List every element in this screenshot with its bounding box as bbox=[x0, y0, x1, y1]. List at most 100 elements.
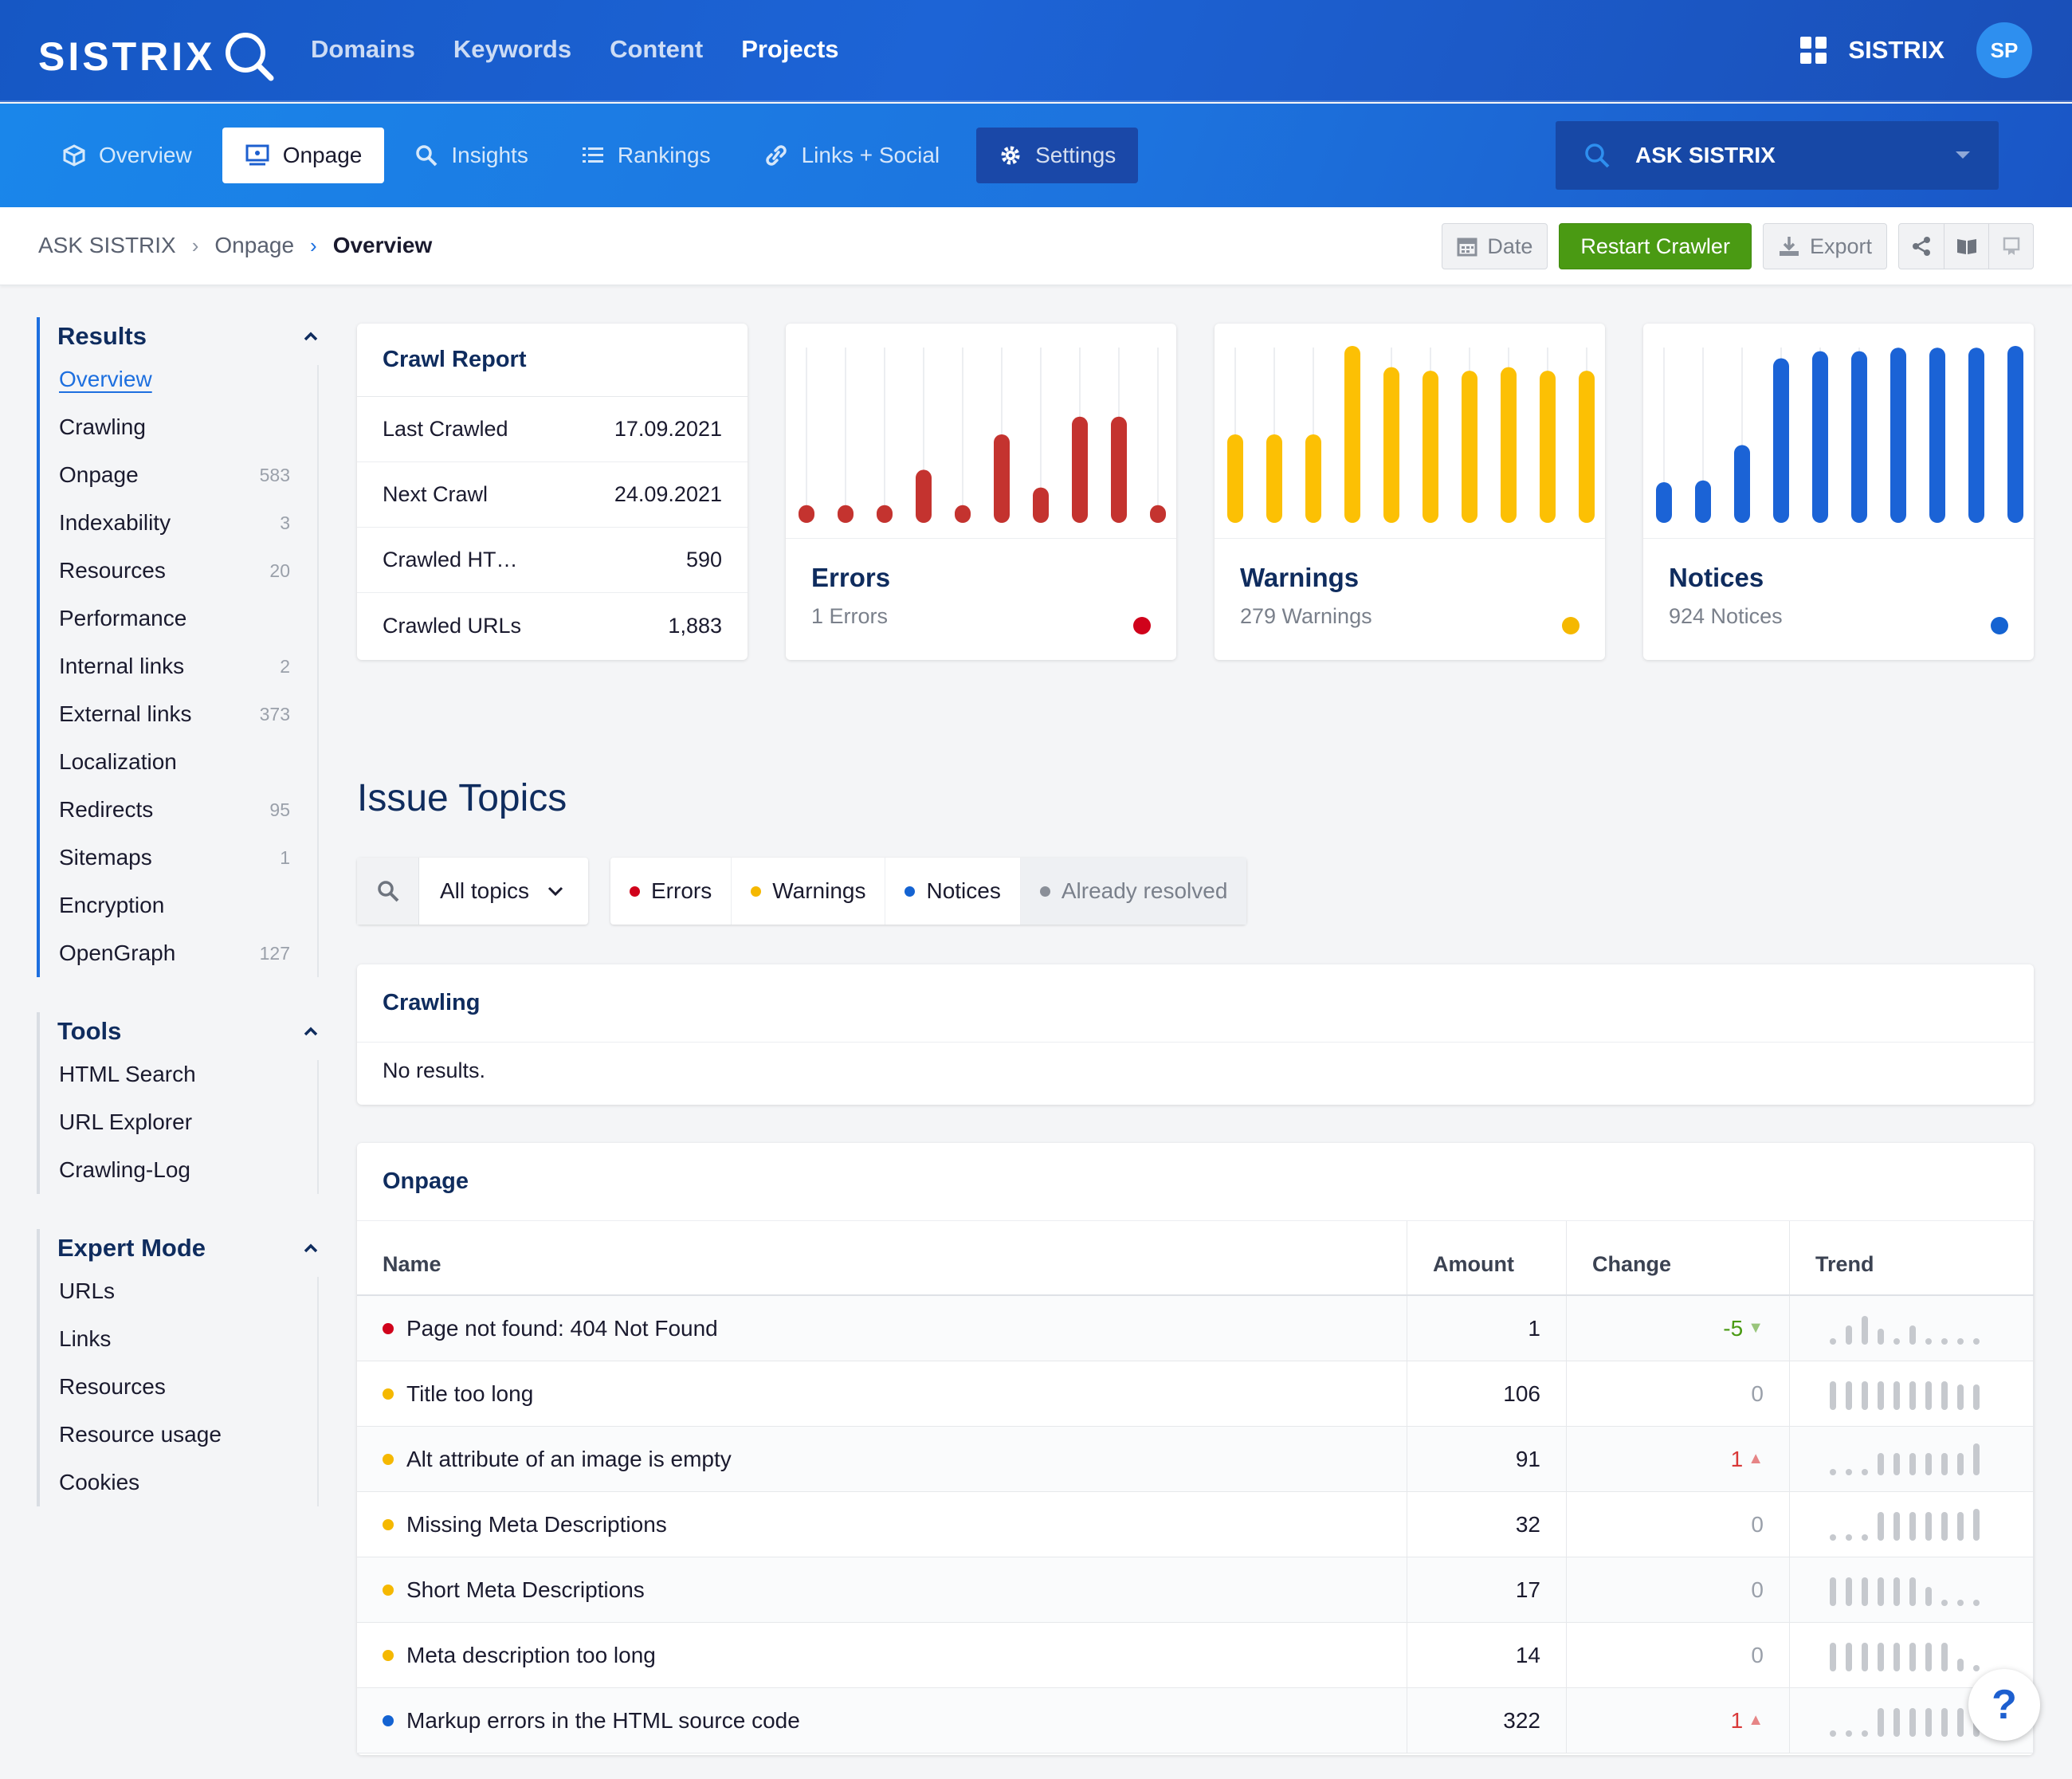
date-button[interactable]: Date bbox=[1442, 223, 1548, 269]
chart-bar bbox=[955, 505, 971, 523]
sidebar-item-onpage[interactable]: Onpage 583 bbox=[37, 451, 319, 499]
sidebar-item-resources[interactable]: Resources 20 bbox=[37, 547, 319, 595]
issue-name[interactable]: Page not found: 404 Not Found bbox=[406, 1315, 718, 1341]
nav-content[interactable]: Content bbox=[610, 35, 704, 63]
trend-bar bbox=[1846, 1534, 1852, 1541]
warnings-chart bbox=[1215, 346, 1605, 539]
account-name[interactable]: SISTRIX bbox=[1848, 36, 1944, 64]
sidebar-item-cookies[interactable]: Cookies bbox=[37, 1459, 319, 1506]
notices-card[interactable]: Notices 924 Notices bbox=[1643, 324, 2034, 660]
filter-errors[interactable]: Errors bbox=[610, 858, 732, 925]
tab-onpage[interactable]: Onpage bbox=[222, 128, 385, 183]
topics-select[interactable]: All topics bbox=[419, 858, 588, 925]
trend-bar bbox=[1941, 1642, 1948, 1671]
sidebar-item-crawling[interactable]: Crawling bbox=[37, 403, 319, 451]
nav-projects[interactable]: Projects bbox=[741, 35, 839, 63]
help-button[interactable]: ? bbox=[1968, 1669, 2040, 1741]
sidebar-expert-header[interactable]: Expert Mode bbox=[37, 1229, 319, 1267]
tab-rankings[interactable]: Rankings bbox=[559, 128, 733, 183]
table-row[interactable]: Missing Meta Descriptions 32 0 bbox=[357, 1492, 2034, 1557]
column-name[interactable]: Name bbox=[357, 1221, 1407, 1294]
issue-name[interactable]: Meta description too long bbox=[406, 1642, 656, 1667]
sidebar-item-label: Encryption bbox=[59, 893, 165, 917]
sidebar-tools-header[interactable]: Tools bbox=[37, 1012, 319, 1051]
sidebar-item-label: URLs bbox=[59, 1278, 116, 1303]
certificate-icon[interactable] bbox=[1988, 224, 2033, 269]
sidebar-item-resource-usage[interactable]: Resource usage bbox=[37, 1411, 319, 1459]
sidebar-results-header[interactable]: Results bbox=[37, 317, 319, 355]
sidebar-item-label: Cookies bbox=[59, 1470, 140, 1494]
chart-bar bbox=[2007, 346, 2023, 523]
filter-already-resolved[interactable]: Already resolved bbox=[1020, 858, 1247, 925]
chart-bar bbox=[1540, 371, 1556, 523]
tab-links-social[interactable]: Links + Social bbox=[741, 128, 963, 183]
errors-card[interactable]: Errors 1 Errors bbox=[786, 324, 1176, 660]
chart-bar bbox=[1812, 351, 1828, 523]
status-dot bbox=[383, 1714, 394, 1726]
sidebar-item-indexability[interactable]: Indexability 3 bbox=[37, 499, 319, 547]
trend-sparkline bbox=[1830, 1705, 1980, 1737]
sidebar-item-encryption[interactable]: Encryption bbox=[37, 882, 319, 929]
table-row[interactable]: Page not found: 404 Not Found 1 -5 ▼ bbox=[357, 1296, 2034, 1361]
table-row[interactable]: Short Meta Descriptions 17 0 bbox=[357, 1557, 2034, 1623]
trend-bar bbox=[1957, 1337, 1964, 1345]
issue-name-cell: Meta description too long bbox=[357, 1623, 1407, 1687]
trend-bar bbox=[1925, 1642, 1932, 1671]
table-row[interactable]: Alt attribute of an image is empty 91 1 ▲ bbox=[357, 1427, 2034, 1492]
sidebar-item-url-explorer[interactable]: URL Explorer bbox=[37, 1098, 319, 1146]
sidebar-item-performance[interactable]: Performance bbox=[37, 595, 319, 642]
trend-bar bbox=[1862, 1380, 1868, 1410]
table-row[interactable]: Meta description too long 14 0 bbox=[357, 1623, 2034, 1688]
sidebar-item-opengraph[interactable]: OpenGraph 127 bbox=[37, 929, 319, 977]
tab-overview[interactable]: Overview bbox=[40, 128, 214, 183]
tab-settings[interactable]: Settings bbox=[976, 128, 1139, 183]
issue-name[interactable]: Alt attribute of an image is empty bbox=[406, 1446, 732, 1471]
column-amount[interactable]: Amount bbox=[1407, 1221, 1567, 1294]
sidebar-item-redirects[interactable]: Redirects 95 bbox=[37, 786, 319, 834]
column-change[interactable]: Change bbox=[1567, 1221, 1790, 1294]
breadcrumb-ask-sistrix[interactable]: ASK SISTRIX bbox=[38, 233, 176, 257]
filter-notices[interactable]: Notices bbox=[885, 858, 1021, 925]
sidebar-item-count: 1 bbox=[280, 846, 290, 868]
restart-crawler-button[interactable]: Restart Crawler bbox=[1559, 223, 1752, 269]
sidebar-item-html-search[interactable]: HTML Search bbox=[37, 1051, 319, 1098]
sidebar-item-overview[interactable]: Overview bbox=[37, 355, 319, 403]
sidebar-item-crawling-log[interactable]: Crawling-Log bbox=[37, 1146, 319, 1194]
sidebar-item-resources[interactable]: Resources bbox=[37, 1363, 319, 1411]
chart-bar bbox=[1227, 434, 1243, 523]
breadcrumb-overview: Overview bbox=[332, 233, 433, 257]
filter-warnings[interactable]: Warnings bbox=[732, 858, 886, 925]
sidebar-item-external-links[interactable]: External links 373 bbox=[37, 690, 319, 738]
avatar[interactable]: SP bbox=[1976, 22, 2032, 78]
issue-change-cell: 1 ▲ bbox=[1567, 1688, 1790, 1753]
nav-domains[interactable]: Domains bbox=[311, 35, 415, 63]
tab-insights[interactable]: Insights bbox=[392, 128, 551, 183]
chart-bar bbox=[1266, 434, 1282, 523]
sidebar-item-links[interactable]: Links bbox=[37, 1315, 319, 1363]
breadcrumb-onpage[interactable]: Onpage bbox=[214, 233, 295, 257]
sidebar-item-urls[interactable]: URLs bbox=[37, 1267, 319, 1315]
warnings-card[interactable]: Warnings 279 Warnings bbox=[1215, 324, 1605, 660]
breadcrumb: ASK SISTRIX › Onpage › Overview bbox=[38, 233, 432, 258]
sidebar-item-internal-links[interactable]: Internal links 2 bbox=[37, 642, 319, 690]
book-icon[interactable] bbox=[1944, 224, 1988, 269]
issue-name[interactable]: Missing Meta Descriptions bbox=[406, 1511, 667, 1537]
ask-sistrix-dropdown[interactable]: ASK SISTRIX bbox=[1556, 121, 1999, 190]
apps-grid-icon[interactable] bbox=[1800, 37, 1827, 64]
nav-keywords[interactable]: Keywords bbox=[453, 35, 572, 63]
export-button[interactable]: Export bbox=[1762, 223, 1887, 269]
share-icon[interactable] bbox=[1899, 224, 1944, 269]
issue-topics-heading: Issue Topics bbox=[357, 777, 567, 819]
issue-name[interactable]: Markup errors in the HTML source code bbox=[406, 1707, 800, 1733]
table-row[interactable]: Title too long 106 0 bbox=[357, 1361, 2034, 1427]
search-icon[interactable] bbox=[357, 858, 419, 925]
sidebar-item-localization[interactable]: Localization bbox=[37, 738, 319, 786]
issue-name[interactable]: Short Meta Descriptions bbox=[406, 1577, 645, 1602]
trend-bar bbox=[1973, 1664, 1980, 1671]
issue-name[interactable]: Title too long bbox=[406, 1380, 534, 1406]
sidebar-item-sitemaps[interactable]: Sitemaps 1 bbox=[37, 834, 319, 882]
onpage-section: Onpage Name Amount Change Trend Page not… bbox=[357, 1143, 2034, 1755]
status-dot bbox=[1039, 886, 1050, 897]
sistrix-logo[interactable]: SISTRIX bbox=[38, 29, 277, 84]
table-row[interactable]: Markup errors in the HTML source code 322… bbox=[357, 1688, 2034, 1753]
